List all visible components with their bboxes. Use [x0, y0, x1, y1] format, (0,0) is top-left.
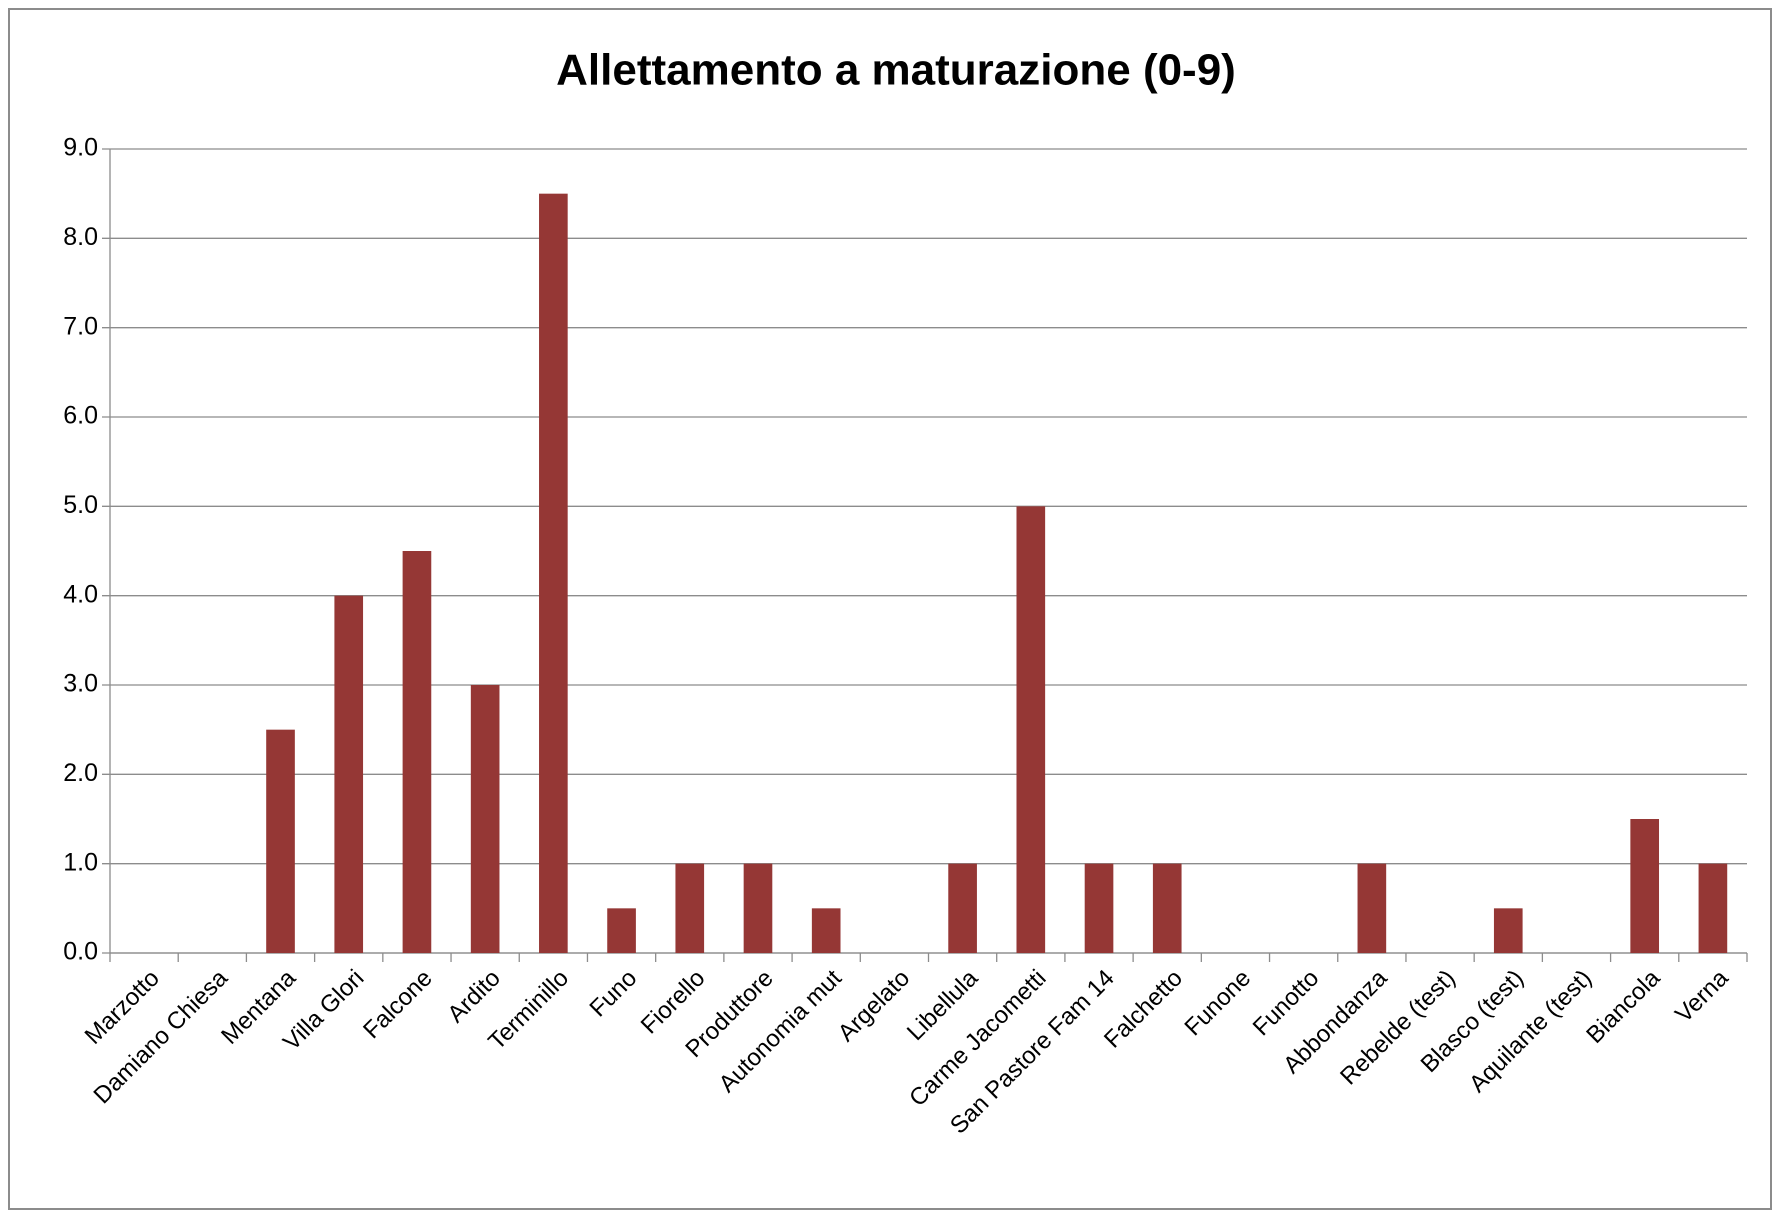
y-tick-label: 1.0	[63, 848, 98, 876]
bar	[266, 729, 295, 953]
chart-frame	[8, 8, 1772, 1210]
y-tick-label: 4.0	[63, 580, 98, 608]
y-tick-label: 5.0	[63, 491, 98, 519]
bar	[1630, 819, 1660, 953]
bar	[1084, 863, 1114, 953]
y-tick-label: 6.0	[63, 402, 98, 430]
bar	[402, 551, 432, 953]
bar	[470, 685, 500, 953]
y-tick-label: 0.0	[63, 938, 98, 966]
bar	[1357, 863, 1387, 953]
bar	[1152, 863, 1182, 953]
chart-title: Allettamento a maturazione (0-9)	[556, 46, 1236, 95]
y-tick-label: 2.0	[63, 759, 98, 787]
bar	[743, 863, 773, 953]
y-tick-label: 7.0	[63, 312, 98, 340]
bar	[1016, 506, 1046, 953]
bar	[675, 863, 705, 953]
bar	[1493, 908, 1523, 953]
bar	[607, 908, 636, 953]
y-tick-label: 9.0	[63, 134, 98, 162]
y-tick-label: 3.0	[63, 670, 98, 698]
bar	[334, 595, 364, 953]
bar	[539, 193, 568, 953]
bar	[811, 908, 841, 953]
y-tick-label: 8.0	[63, 223, 98, 251]
bar	[948, 863, 977, 953]
bar	[1698, 863, 1728, 953]
